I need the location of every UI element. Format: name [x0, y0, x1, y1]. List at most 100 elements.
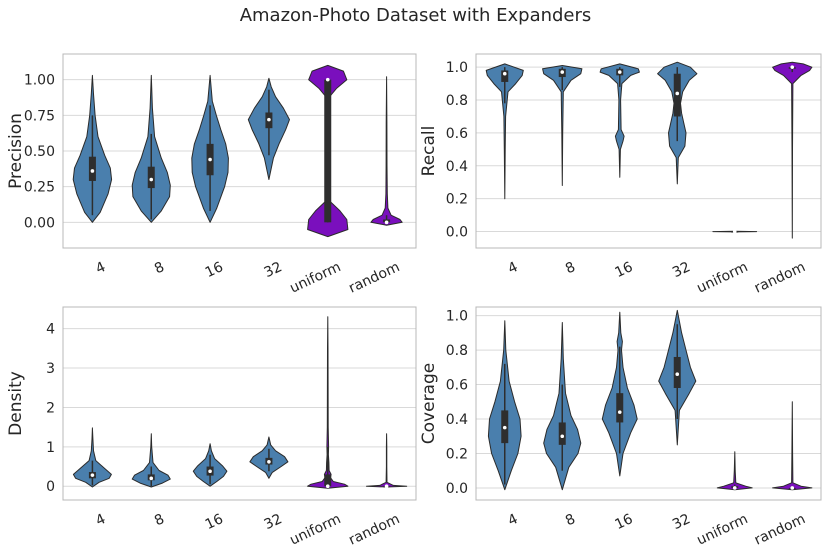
iqr-box-4	[88, 156, 96, 181]
chart-panel-density: 0 1 2 3 4 Density 4 8 16 32 uniform random	[6, 306, 417, 549]
x-tick-label: uniform	[287, 511, 343, 548]
x-tick-label: 32	[670, 259, 693, 281]
y-tick-label: 0.25	[24, 180, 55, 196]
x-tick-label: random	[752, 259, 808, 296]
median-32	[267, 459, 271, 464]
median-uniform	[732, 229, 737, 234]
median-8	[149, 177, 154, 182]
y-tick-label: 0.2	[446, 192, 468, 208]
x-tick-label: 16	[613, 511, 636, 533]
y-tick-label: 1.0	[446, 60, 468, 76]
median-4	[502, 71, 507, 76]
median-32	[675, 91, 680, 96]
x-tick-label: 8	[152, 259, 167, 277]
y-tick-label: 3	[46, 361, 55, 377]
y-axis-label: Recall	[419, 126, 439, 177]
median-4	[90, 169, 95, 173]
y-tick-label: 0.75	[24, 108, 55, 124]
x-tick-label: 16	[203, 259, 226, 281]
x-tick-label: 16	[203, 511, 226, 533]
figure-title: Amazon-Photo Dataset with Expanders	[239, 5, 592, 26]
y-tick-label: 0.4	[446, 412, 468, 428]
y-tick-label: 2	[46, 400, 55, 416]
median-16	[617, 410, 622, 414]
x-tick-label: 4	[93, 511, 108, 529]
y-tick-label: 1.0	[446, 309, 468, 325]
axes-frame	[475, 306, 822, 501]
y-axis-label: Precision	[6, 113, 26, 189]
axes-frame	[62, 306, 417, 501]
y-tick-label: 4	[46, 322, 55, 338]
violin-random	[366, 433, 408, 488]
axes-frame	[62, 53, 417, 249]
chart-panel-coverage: 0.0 0.2 0.4 0.6 0.8 1.0 Coverage 4 8 16 32 uniform r…	[419, 306, 822, 549]
x-tick-label: random	[346, 511, 402, 548]
median-8	[560, 434, 565, 439]
violin-random	[772, 61, 813, 239]
x-tick-label: 32	[670, 511, 693, 533]
y-tick-label: 1	[46, 440, 55, 456]
median-32	[675, 372, 680, 377]
median-8	[560, 70, 565, 74]
x-tick-label: 4	[506, 259, 521, 277]
x-tick-label: 8	[563, 511, 578, 529]
y-tick-label: 0.6	[446, 378, 468, 394]
y-tick-label: 1.00	[24, 73, 55, 89]
x-tick-label: 32	[262, 259, 285, 281]
y-tick-label: 0.50	[24, 144, 55, 160]
y-tick-label: 0.2	[446, 446, 468, 462]
x-tick-label: uniform	[694, 259, 750, 296]
iqr-box-16	[616, 393, 624, 423]
chart-panel-recall: 0.0 0.2 0.4 0.6 0.8 1.0 Recall 4 8 16 32 uniform ran…	[419, 53, 822, 297]
median-4	[502, 425, 507, 430]
iqr-box-8	[558, 422, 566, 445]
median-random	[384, 484, 389, 489]
x-tick-label: 16	[613, 259, 636, 281]
axes-frame	[475, 53, 822, 249]
median-random	[790, 65, 795, 69]
y-tick-label: 0.4	[446, 159, 468, 175]
median-uniform	[325, 484, 330, 489]
median-16	[617, 70, 622, 74]
y-axis-label: Density	[6, 371, 26, 436]
x-tick-label: 4	[506, 511, 521, 529]
iqr-box-uniform	[324, 474, 332, 487]
y-tick-label: 0.00	[24, 215, 55, 231]
violin-16	[599, 63, 640, 178]
y-tick-label: 0.0	[446, 481, 468, 497]
violin-random	[772, 401, 813, 491]
violin-uniform	[716, 451, 753, 491]
median-16	[208, 469, 212, 474]
y-tick-label: 0.0	[446, 225, 468, 241]
chart-panel-precision: 0.00 0.25 0.50 0.75 1.00 Precision 4 8 16 32 unifo…	[6, 53, 417, 297]
x-tick-label: 8	[152, 511, 167, 529]
x-tick-label: 32	[262, 511, 285, 533]
median-8	[149, 476, 154, 481]
median-uniform	[325, 77, 330, 82]
violin-4	[485, 63, 524, 200]
violin-8	[131, 433, 171, 488]
x-tick-label: random	[752, 511, 808, 548]
violin-8	[542, 65, 583, 186]
violin-random	[370, 76, 403, 226]
x-tick-label: random	[346, 259, 402, 296]
y-tick-label: 0	[46, 479, 55, 495]
y-tick-label: 0.8	[446, 93, 468, 109]
iqr-box-uniform	[324, 79, 332, 223]
median-uniform	[732, 486, 737, 490]
x-tick-label: uniform	[287, 259, 343, 296]
x-tick-label: 8	[563, 259, 578, 277]
median-random	[790, 486, 795, 490]
median-4	[90, 473, 95, 477]
median-16	[208, 157, 212, 162]
median-32	[267, 117, 271, 122]
y-tick-label: 0.6	[446, 126, 468, 142]
iqr-box-8	[147, 166, 155, 189]
iqr-box-4	[501, 70, 509, 82]
x-tick-label: 4	[93, 259, 108, 277]
x-tick-label: uniform	[694, 511, 750, 548]
violin-4	[72, 427, 112, 488]
median-random	[384, 220, 389, 225]
y-tick-label: 0.8	[446, 343, 468, 359]
